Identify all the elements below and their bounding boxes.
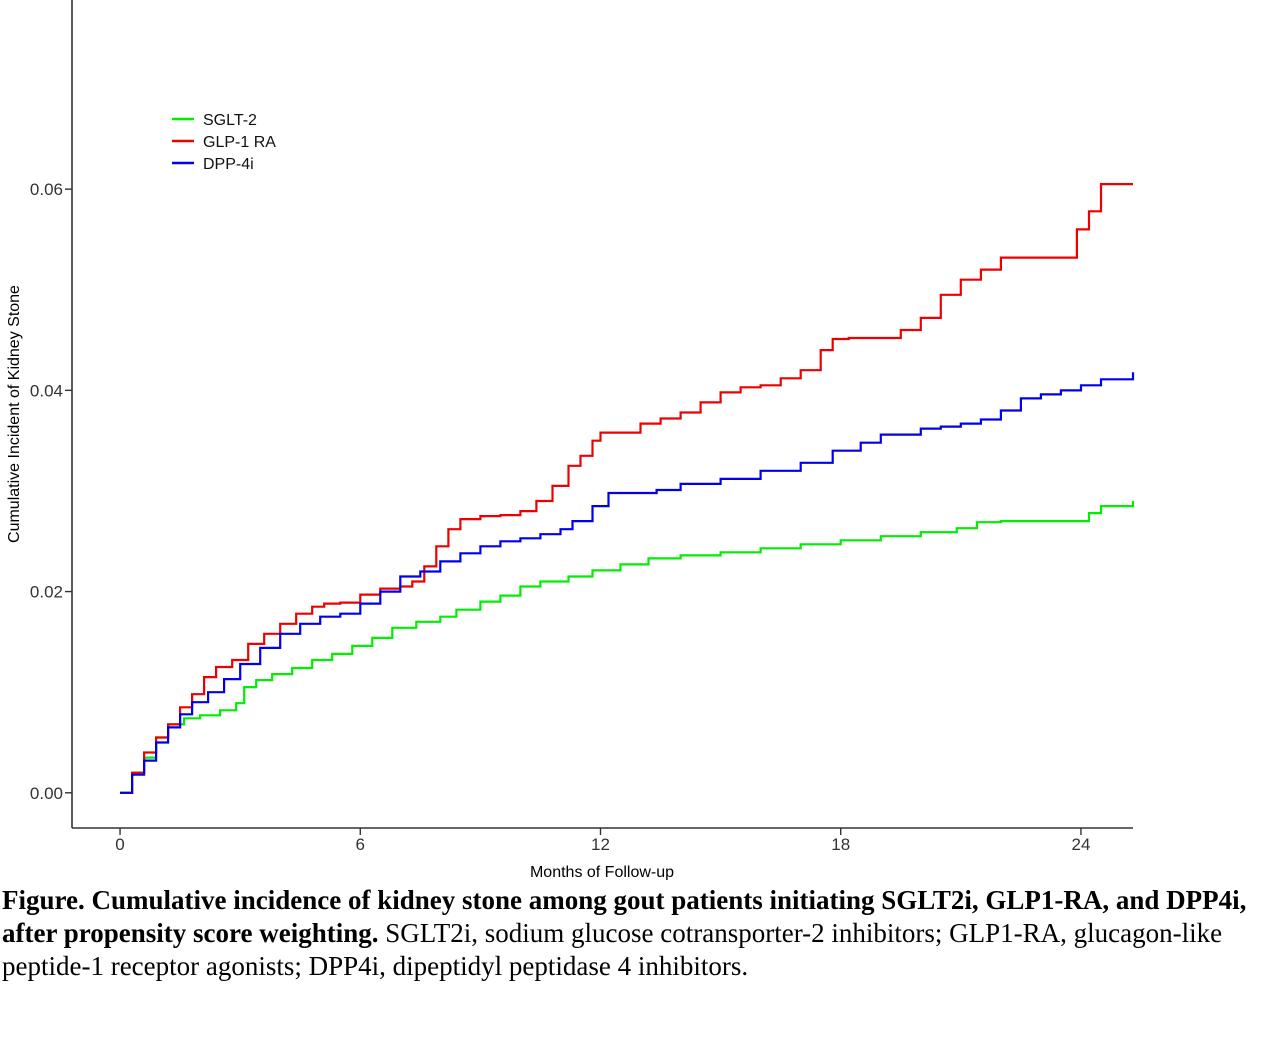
figure-caption: Figure. Cumulative incidence of kidney s…	[2, 884, 1278, 983]
x-tick-label: 12	[591, 835, 610, 854]
series-line-dpp-4i	[120, 372, 1135, 794]
x-axis-title: Months of Follow-up	[530, 864, 674, 880]
x-tick-label: 18	[831, 835, 850, 854]
caption-text: SGLT2i, sodium glucose cotransporter-2 i…	[2, 918, 1223, 981]
x-tick-label: 0	[115, 835, 124, 854]
cumulative-incidence-chart: 0 6 12 18 24 0.00 0.02 0.04 0.06 Months of Foll…	[6, 0, 1135, 880]
x-tick-label: 24	[1071, 835, 1090, 854]
caption-bold: Figure. Cumulative incidence of kidney s…	[2, 885, 1247, 948]
y-tick-label: 0.02	[30, 583, 63, 602]
series-line-glp-1-ra	[120, 183, 1133, 794]
plot-area	[120, 183, 1135, 794]
y-axis-ticks: 0.00 0.02 0.04 0.06	[30, 180, 72, 803]
legend-label: DPP-4i	[203, 156, 254, 173]
series-line-sglt-2	[120, 501, 1135, 794]
y-axis-title: Cumulative Incident of Kidney Stone	[6, 285, 23, 543]
legend: SGLT-2 GLP-1 RA DPP-4i	[172, 112, 276, 173]
y-tick-label: 0.04	[30, 381, 63, 400]
x-tick-label: 6	[356, 835, 365, 854]
legend-label: SGLT-2	[203, 112, 257, 129]
y-tick-label: 0.06	[30, 180, 63, 199]
x-axis-ticks: 0 6 12 18 24	[115, 828, 1090, 854]
y-tick-label: 0.00	[30, 784, 63, 803]
legend-label: GLP-1 RA	[203, 134, 276, 151]
